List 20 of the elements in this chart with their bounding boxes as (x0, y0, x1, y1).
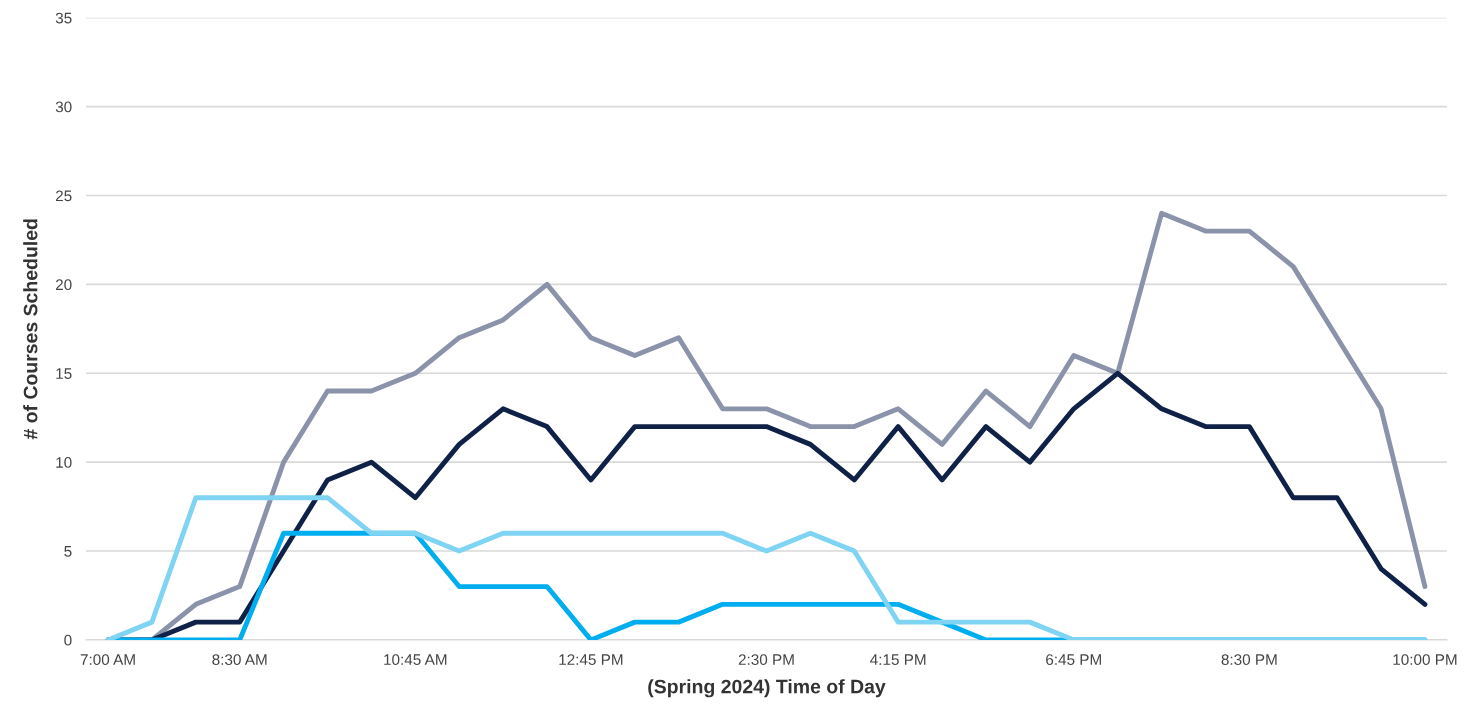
x-tick-label: 4:15 PM (870, 654, 926, 666)
y-tick-label: 20 (55, 279, 72, 291)
x-tick-label: 8:30 PM (1221, 654, 1277, 666)
x-tick-label: 12:45 PM (559, 654, 623, 666)
y-axis-title: # of Courses Scheduled (23, 219, 38, 440)
y-tick-label: 25 (55, 190, 72, 202)
y-tick-label: 30 (55, 101, 72, 113)
y-tick-label: 10 (56, 457, 72, 468)
x-tick-label: 6:45 PM (1046, 654, 1101, 666)
x-tick-label: 10:45 AM (384, 654, 447, 666)
x-axis-title: (Spring 2024) Time of Day (648, 679, 886, 698)
y-tick-label: 5 (64, 546, 72, 557)
y-tick-label: 15 (56, 368, 72, 379)
x-tick-label: 8:30 AM (212, 654, 267, 666)
y-tick-label: 0 (64, 634, 72, 646)
x-tick-label: 2:30 PM (738, 654, 794, 666)
y-tick-label: 35 (55, 12, 72, 24)
line-series (105, 495, 1428, 640)
x-tick-label: 7:00 AM (80, 654, 135, 666)
x-tick-label: 10:00 PM (1393, 654, 1457, 666)
